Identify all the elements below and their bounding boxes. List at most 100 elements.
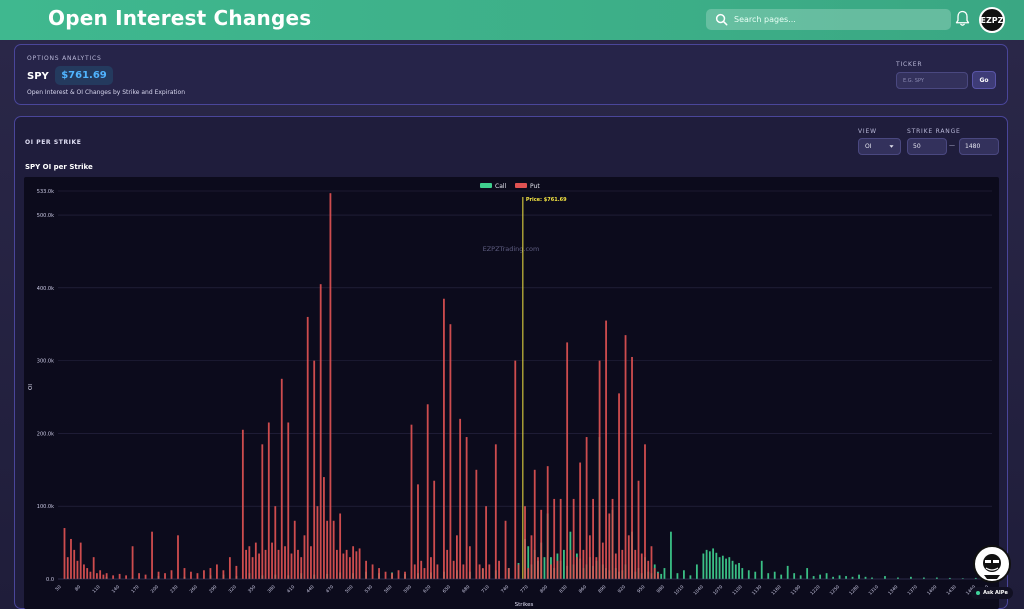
view-select[interactable]: OI (858, 138, 901, 155)
x-tick-label: 140 (111, 584, 121, 594)
options-analytics-card: OPTIONS ANALYTICS SPY $761.69 Open Inter… (14, 44, 1008, 105)
search-icon (715, 13, 728, 26)
user-avatar[interactable]: EZPZ (979, 7, 1005, 33)
ticker-input[interactable] (896, 72, 968, 89)
x-tick-label: 1220 (809, 584, 821, 596)
legend-label-put: Put (530, 183, 540, 190)
y-tick-label: 100.0k (37, 504, 54, 510)
put-bar (290, 553, 293, 579)
put-bar (426, 404, 429, 579)
x-tick-label: 980 (656, 584, 666, 594)
put-bar (323, 477, 325, 579)
put-bar (144, 574, 147, 579)
put-bar (118, 573, 121, 579)
y-tick-label: 533.0k (37, 189, 54, 195)
call-bar (812, 576, 815, 579)
call-bar (527, 546, 530, 579)
put-bar (459, 418, 462, 579)
call-bar (543, 557, 546, 579)
call-bar (832, 576, 834, 579)
call-bar (760, 560, 763, 579)
x-tick-label: 1430 (945, 584, 957, 596)
call-bar (773, 571, 776, 579)
call-bar (702, 553, 705, 579)
put-bar (112, 575, 115, 579)
put-bar (417, 484, 419, 579)
put-bar (579, 462, 582, 579)
put-bar (572, 498, 575, 579)
x-tick-label: 1400 (926, 584, 938, 596)
put-bar (618, 393, 620, 579)
x-tick-label: 1310 (868, 584, 880, 596)
call-bar (935, 577, 938, 579)
put-bar (105, 573, 108, 579)
strike-range-min-input[interactable] (907, 138, 947, 155)
search-box[interactable] (706, 9, 951, 30)
put-bar (413, 564, 416, 579)
mascot-icon (983, 554, 1001, 579)
search-input[interactable] (734, 11, 944, 28)
call-bar (563, 549, 565, 579)
chevron-down-icon (889, 145, 894, 148)
put-bar (228, 557, 231, 579)
put-bar (280, 378, 283, 579)
put-bar (478, 564, 481, 579)
put-bar (70, 538, 72, 579)
put-bar (277, 549, 280, 579)
put-bar (254, 542, 257, 579)
go-button[interactable]: Go (972, 71, 996, 89)
put-bar (485, 506, 487, 579)
put-bar (251, 557, 254, 579)
put-bar (248, 546, 251, 579)
call-bar (799, 575, 802, 579)
put-bar (303, 535, 306, 579)
call-bar (922, 577, 925, 579)
put-bar (313, 360, 316, 579)
call-bar (712, 548, 714, 579)
call-bar (910, 576, 912, 579)
put-bar (582, 549, 585, 579)
call-bar (734, 564, 737, 579)
put-bar (86, 568, 89, 579)
put-bar (410, 424, 413, 579)
put-bar (222, 570, 225, 579)
call-bar (780, 574, 783, 579)
call-bar (974, 577, 977, 579)
put-bar (138, 573, 140, 579)
x-tick-label: 1130 (751, 584, 763, 596)
status-dot-icon (976, 591, 981, 595)
x-tick-label: 80 (74, 584, 82, 592)
ask-aipe-logo[interactable] (973, 545, 1011, 583)
put-bar (575, 557, 578, 579)
put-bar (190, 571, 192, 579)
x-tick-label: 680 (461, 584, 471, 594)
put-bar (430, 557, 432, 579)
call-bar (786, 565, 789, 579)
x-tick-label: 380 (266, 584, 276, 594)
x-tick-label: 800 (539, 584, 549, 594)
put-bar (96, 573, 98, 579)
notification-bell-icon[interactable] (955, 10, 970, 27)
oi-per-strike-title: OI PER STRIKE (25, 139, 82, 146)
put-bar (261, 444, 264, 579)
call-bar (871, 577, 873, 579)
put-bar (462, 564, 465, 579)
put-bar (644, 444, 646, 579)
put-bar (329, 193, 332, 579)
put-bar (624, 335, 627, 579)
ask-aipe-button[interactable]: Ask AIPe (971, 587, 1013, 599)
x-tick-label: 710 (480, 584, 490, 594)
put-bar (436, 564, 439, 579)
put-bar (92, 557, 95, 579)
call-bar (718, 557, 721, 579)
strike-range-max-input[interactable] (959, 138, 999, 155)
ask-aipe-label: Ask AIPe (983, 590, 1008, 596)
put-bar (316, 506, 319, 579)
put-bar (637, 480, 640, 579)
put-bar (640, 553, 643, 579)
put-bar (339, 513, 342, 579)
put-bar (650, 546, 653, 579)
call-bar (708, 551, 711, 579)
put-bar (614, 553, 617, 579)
x-tick-label: 950 (636, 584, 646, 594)
